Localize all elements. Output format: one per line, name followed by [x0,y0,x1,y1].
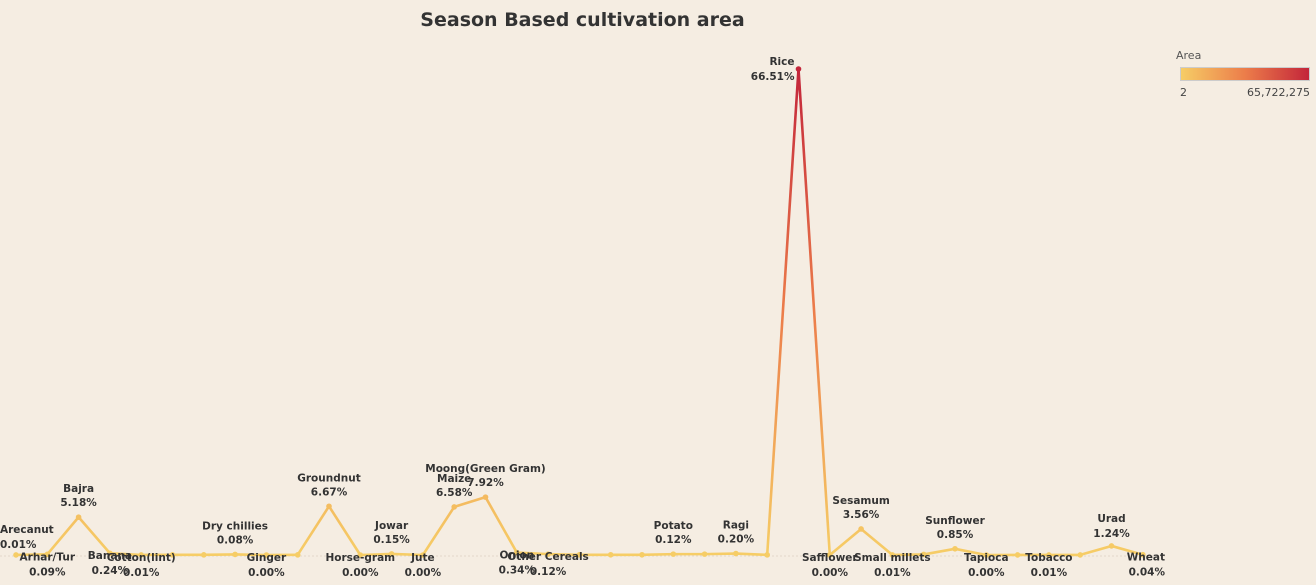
point-label-crop: Jute [410,552,435,564]
point-label-percent: 0.01% [1031,567,1068,579]
data-point[interactable] [733,551,739,557]
series-line-segment [767,69,798,555]
point-label-crop: Tapioca [964,552,1009,564]
point-label-crop: Wheat [1127,552,1165,564]
point-label-crop: Sunflower [925,515,985,527]
data-point[interactable] [483,494,489,500]
point-label-crop: Small millets [854,552,931,564]
series-line-segment [1080,546,1111,555]
point-label-crop: Bajra [63,483,94,495]
point-label-percent: 3.56% [843,509,880,521]
series-line-segment [799,69,830,555]
point-label-percent: 6.67% [311,486,348,498]
point-label-percent: 1.24% [1093,528,1130,540]
legend-gradient-bar [1180,67,1310,81]
point-label-percent: 0.00% [405,567,442,579]
point-label-crop: Moong(Green Gram) [425,463,545,475]
data-point[interactable] [295,552,301,558]
point-label-percent: 0.20% [718,534,755,546]
series-line-segment [298,506,329,555]
point-label-crop: Ragi [723,520,749,532]
color-legend: Area 2 65,722,275 [1176,49,1312,109]
series-line-segment [736,554,767,555]
data-point[interactable] [1077,552,1083,558]
point-label-crop: Cotton(lint) [107,552,176,564]
data-point[interactable] [764,552,770,558]
legend-title: Area [1176,49,1201,62]
data-point[interactable] [796,66,802,72]
point-label-percent: 0.00% [248,567,285,579]
point-label-percent: 0.85% [937,529,974,541]
chart-title: Season Based cultivation area [0,9,1165,31]
point-label-percent: 7.92% [467,477,504,489]
point-label-crop: Arecanut [0,524,54,536]
point-label-crop: Tobacco [1025,552,1072,564]
point-label-percent: 0.01% [874,567,911,579]
data-point[interactable] [232,552,238,558]
data-point[interactable] [671,551,677,557]
point-label-percent: 0.01% [0,539,37,551]
point-label-percent: 0.15% [373,534,410,546]
point-label-crop: Horse-gram [325,552,395,564]
point-label-percent: 0.00% [812,567,849,579]
line-chart: Arecanut0.01%Arhar/Tur0.09%Bajra5.18%Ban… [0,40,1170,581]
point-label-crop: Groundnut [297,472,360,484]
data-point[interactable] [1015,552,1021,558]
point-label-crop: Jowar [374,520,409,532]
point-label-percent: 66.51% [751,71,795,83]
point-label-crop: Rice [769,56,794,68]
data-point[interactable] [1109,543,1115,549]
data-point[interactable] [326,503,332,509]
point-label-crop: Safflower [802,552,858,564]
point-label-percent: 0.12% [530,566,567,578]
data-point[interactable] [13,552,19,558]
point-label-percent: 0.09% [29,566,66,578]
point-label-percent: 0.12% [655,534,692,546]
point-label-crop: Ginger [247,552,287,564]
data-point[interactable] [858,526,864,532]
data-point[interactable] [639,552,645,558]
data-point[interactable] [451,504,457,510]
point-label-crop: Sesamum [832,495,889,507]
point-label-crop: Urad [1097,513,1125,525]
point-label-crop: Dry chillies [202,520,268,532]
legend-max-label: 65,722,275 [1247,86,1310,99]
series-line-segment [79,517,110,553]
data-point[interactable] [608,552,614,558]
point-label-crop: Other Cereals [507,551,588,563]
legend-min-label: 2 [1180,86,1187,99]
series-line-segment [705,554,736,555]
point-label-crop: Arhar/Tur [20,551,76,563]
data-point[interactable] [76,514,82,520]
data-point[interactable] [952,546,958,552]
point-label-percent: 5.18% [60,497,97,509]
data-point[interactable] [201,552,207,558]
point-label-percent: 0.01% [123,567,160,579]
point-label-percent: 0.08% [217,534,254,546]
series-line-segment [486,497,517,552]
series-line-segment [642,554,673,555]
series-line-segment [423,507,454,555]
point-label-percent: 0.00% [342,567,379,579]
series-line-segment [329,506,360,555]
data-point[interactable] [702,551,708,557]
point-label-crop: Potato [654,520,693,532]
point-label-percent: 0.00% [968,567,1005,579]
point-label-percent: 0.04% [1129,567,1166,579]
